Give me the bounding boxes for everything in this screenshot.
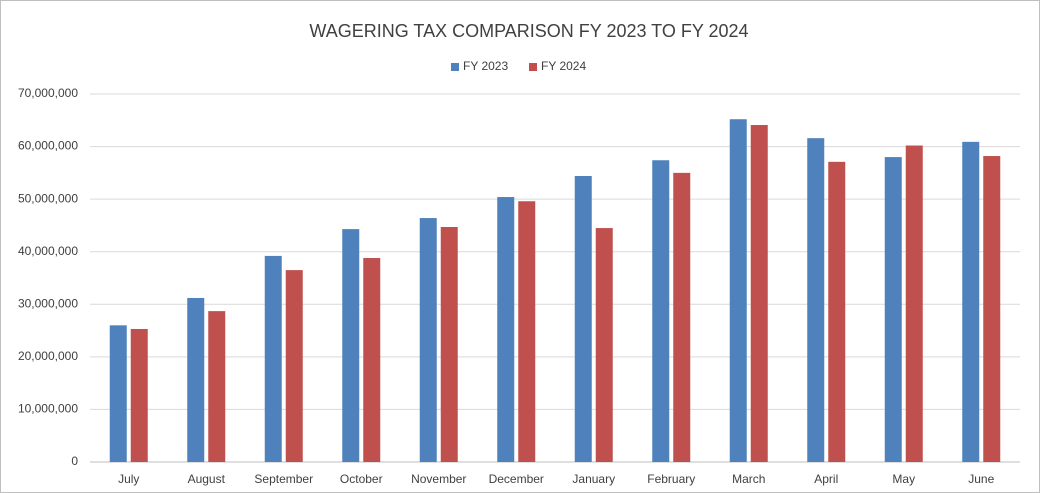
bar (652, 160, 670, 463)
bar (729, 119, 747, 462)
y-tick-label: 70,000,000 (18, 86, 78, 100)
x-tick-label: July (118, 472, 139, 486)
y-tick-label: 0 (71, 454, 78, 468)
bar (673, 172, 691, 462)
legend-swatch (451, 63, 459, 71)
legend-swatch (529, 63, 537, 71)
x-tick-label: January (572, 472, 615, 486)
y-tick-label: 40,000,000 (18, 244, 78, 258)
y-tick-label: 60,000,000 (18, 139, 78, 153)
bar (518, 201, 536, 462)
bar (208, 311, 226, 462)
bar (440, 227, 458, 462)
y-tick-label: 30,000,000 (18, 296, 78, 310)
bar (342, 229, 360, 462)
bar (130, 328, 148, 462)
x-tick-label: April (814, 472, 838, 486)
x-tick-label: March (732, 472, 765, 486)
bar (363, 258, 381, 462)
bar (750, 125, 768, 462)
bar (962, 141, 980, 462)
legend-label: FY 2023 (463, 59, 508, 73)
x-tick-label: June (968, 472, 994, 486)
x-tick-label: February (647, 472, 695, 486)
chart-title: WAGERING TAX COMPARISON FY 2023 TO FY 20… (309, 21, 748, 41)
bar (264, 255, 282, 462)
bar (109, 325, 127, 462)
y-tick-label: 10,000,000 (18, 402, 78, 416)
x-tick-label: November (411, 472, 466, 486)
bar (595, 228, 613, 462)
bar (285, 270, 303, 462)
bar (828, 161, 846, 462)
bar (983, 156, 1001, 462)
x-tick-label: October (340, 472, 383, 486)
bar (905, 145, 923, 462)
y-tick-label: 50,000,000 (18, 191, 78, 205)
bar (574, 176, 592, 463)
bar (497, 197, 515, 463)
bar (884, 157, 902, 463)
bar (419, 218, 437, 462)
x-tick-label: September (254, 472, 313, 486)
x-tick-label: May (892, 472, 915, 486)
bar (807, 138, 825, 462)
x-tick-label: December (489, 472, 544, 486)
bar (187, 297, 205, 462)
legend-label: FY 2024 (541, 59, 586, 73)
y-tick-label: 20,000,000 (18, 349, 78, 363)
x-tick-label: August (188, 472, 226, 486)
